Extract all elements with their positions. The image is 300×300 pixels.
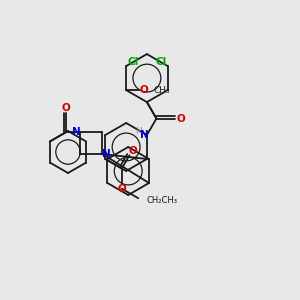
Text: H: H [136,127,142,136]
Text: O: O [62,103,71,113]
Text: CH₂CH₃: CH₂CH₃ [146,196,177,205]
Text: O: O [117,184,126,194]
Text: Cl: Cl [128,57,139,67]
Text: O: O [176,113,185,124]
Text: Cl: Cl [155,57,166,67]
Text: O: O [128,146,137,156]
Text: CH₃: CH₃ [153,85,170,94]
Text: O: O [139,85,148,95]
Text: N: N [140,130,148,140]
Text: N: N [72,127,81,137]
Text: N: N [102,149,111,159]
